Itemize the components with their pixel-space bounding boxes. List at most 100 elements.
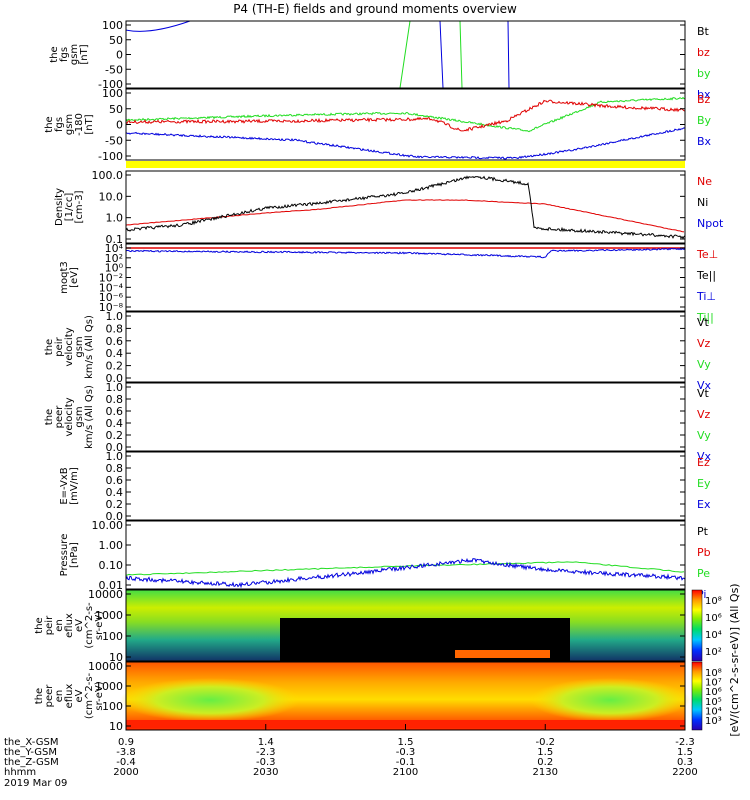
- ytick-label: -100: [98, 78, 123, 91]
- legend-entry: Npot: [697, 217, 724, 230]
- ytick-label: 10000: [88, 660, 123, 673]
- ylabel: the fgs gsm -180 [nT]: [44, 113, 95, 136]
- legend-entry: bz: [697, 46, 710, 59]
- ytick-label: 10²: [105, 252, 123, 265]
- legend-entry: by: [697, 67, 711, 80]
- legend-entry: Vt: [697, 316, 710, 329]
- footer-value: 1.5: [537, 747, 553, 758]
- trace-Bz: [125, 99, 686, 132]
- legend-entry: Vx: [697, 379, 712, 392]
- ylabel-line: fgs: [59, 47, 70, 62]
- panel-frame: [125, 170, 686, 244]
- ytick-label: 0: [116, 49, 123, 62]
- ylabel: the peir en eflux eV (cm^2-s-sr-eV): [34, 602, 105, 649]
- ytick-label: 1.0: [106, 310, 124, 323]
- trace-Ne: [125, 199, 685, 233]
- ytick-label: 0.1: [106, 233, 124, 246]
- ylabel-line: the: [44, 409, 55, 425]
- legend-entry: Bx: [697, 135, 712, 148]
- trace-By: [125, 96, 686, 133]
- colorbar-tick: 10³: [705, 716, 722, 727]
- legend-entry: Pb: [697, 546, 711, 559]
- footer-date: 2019 Mar 09: [4, 778, 67, 789]
- footer-value: 0.2: [537, 757, 553, 768]
- ylabel-line: peir: [54, 336, 65, 356]
- ylabel-line: sr-eV): [94, 681, 105, 710]
- ylabel-line: gsm: [64, 114, 75, 135]
- ylabel-line: [cm-3]: [74, 190, 85, 223]
- legend-entry: bx: [697, 88, 711, 101]
- ylabel-line: [nPa]: [69, 542, 80, 568]
- legend-entry: Ti⊥: [696, 290, 716, 303]
- ylabel: Pressure [nPa]: [59, 534, 80, 577]
- ylabel-line: peer: [54, 405, 65, 429]
- legend-entry: Vy: [697, 429, 711, 442]
- footer-value: 1.5: [677, 747, 693, 758]
- ytick-label: -50: [105, 63, 123, 76]
- footer-row-label-z: the_Z-GSM: [4, 757, 59, 768]
- ytick-label: 10⁻²: [99, 272, 123, 285]
- ytick-label: 0.8: [106, 322, 124, 335]
- legend-entry: Ex: [697, 498, 711, 511]
- legend-entry: Te||: [696, 269, 716, 282]
- ylabel-line: Pressure: [59, 534, 70, 577]
- footer-value: -0.1: [396, 757, 416, 768]
- ylabel-line: Density: [54, 188, 65, 226]
- ylabel-line: moqt3: [59, 261, 70, 294]
- legend-entry: Ey: [697, 477, 711, 490]
- ylabel-line: (cm^2-s-: [84, 602, 95, 649]
- trace-Tiperp: [125, 247, 686, 259]
- ytick-label: 1000: [95, 609, 123, 622]
- ylabel-line: peir: [44, 615, 55, 635]
- ylabel-line: sr-eV): [94, 611, 105, 640]
- ytick-label: 10⁻⁶: [99, 291, 124, 304]
- ylabel-line: eV: [74, 619, 85, 632]
- panel-fgs_dlbias: 100 50 0 -50 -100 the fgs gsm -180 [nT] Bz By Bx: [44, 87, 712, 163]
- legend-entry: Ne: [697, 175, 712, 188]
- panel-peir_eflux: 10000 1000 100 10 the peir en eflux eV (cm^2-s-sr…: [34, 588, 722, 664]
- legend-entry: Bz: [697, 93, 711, 106]
- ytick-label: 0.8: [106, 393, 124, 406]
- ytick-label: 10: [109, 720, 123, 733]
- ylabel-line: the: [49, 46, 60, 62]
- legend-entry: Vz: [697, 337, 711, 350]
- ytick-label: 0.0: [106, 372, 124, 385]
- footer-row-label-hhmm: hhmm: [4, 767, 36, 778]
- footer-value: 1.4: [258, 737, 274, 748]
- panel-peer_eflux: 10000 1000 100 10 the peer en eflux eV (cm^2-s-sr…: [34, 660, 722, 733]
- colorbar-tick: 10⁷: [705, 678, 722, 689]
- colorbar-label: [eV/(cm^2-s-sr-eV)] (All Qs): [728, 583, 741, 736]
- legend-entry: Vz: [697, 408, 711, 421]
- ytick-label: 10000: [88, 588, 123, 601]
- ytick-label: 0.0: [106, 510, 124, 523]
- panel-efield: 1.00.80.60.40.20.0 E=-VxB [mV/m] Ez Ey Ex: [59, 450, 711, 523]
- ylabel-line: [1/cc]: [64, 193, 75, 222]
- ytick-label: 10⁻⁴: [99, 281, 124, 294]
- panel-fgs: 100 50 0-50 -100 the fgs gsm [nT] Bt bz by bx: [49, 19, 711, 101]
- ytick-label: 1.0: [106, 381, 124, 394]
- ylabel-line: [eV]: [69, 267, 80, 288]
- figure-title: P4 (TH-E) fields and ground moments over…: [233, 2, 517, 16]
- ylabel-line: the: [44, 339, 55, 355]
- trace-by: [399, 20, 463, 89]
- ytick-label: 0.8: [106, 462, 124, 475]
- ylabel-line: gsm: [74, 336, 85, 357]
- colorbar-tick: 10⁶: [705, 687, 722, 698]
- ylabel-line: eflux: [64, 684, 75, 709]
- panel-frame: [125, 243, 686, 312]
- ytick-label: 0.2: [106, 360, 124, 373]
- trace-Pe: [125, 561, 685, 576]
- ytick-label: -50: [105, 134, 123, 147]
- legend-entry: Vx: [697, 450, 712, 463]
- legend-entry: Pe: [697, 567, 710, 580]
- footer-row-label-x: the_X-GSM: [4, 737, 58, 748]
- ytick-label: 100.0: [92, 169, 124, 182]
- ylabel-line: velocity: [64, 327, 75, 366]
- ytick-label: 0.4: [106, 486, 124, 499]
- legend-entry: By: [697, 114, 712, 127]
- footer-value: 2200: [672, 767, 697, 778]
- ylabel-line: velocity: [64, 397, 75, 436]
